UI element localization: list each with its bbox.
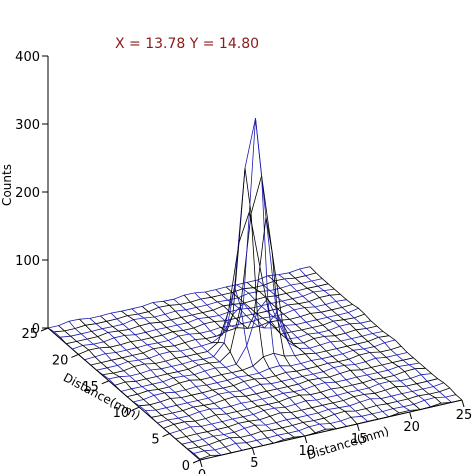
mesh-line-x xyxy=(246,282,400,414)
mesh-line-y xyxy=(157,362,420,424)
mesh-line-x xyxy=(257,279,410,411)
mesh-line-x xyxy=(89,318,243,451)
y-tick-label: 5 xyxy=(151,433,159,448)
mesh-line-y xyxy=(133,339,396,403)
y-tick-label: 25 xyxy=(21,327,38,342)
mesh-line-y xyxy=(84,299,347,361)
mesh-line-x xyxy=(152,302,306,437)
mesh-line-y xyxy=(175,378,438,440)
mesh-line-y xyxy=(139,345,402,407)
y-axis-tick xyxy=(162,433,170,438)
mesh-line-x xyxy=(278,274,431,408)
mesh-line-y xyxy=(114,175,377,386)
z-tick-label: 300 xyxy=(15,118,40,133)
z-tick-label: 0 xyxy=(32,322,40,337)
x-axis-tick xyxy=(199,459,203,468)
x-axis-tick xyxy=(251,447,255,456)
x-axis-tick xyxy=(461,399,465,408)
mesh-line-y xyxy=(193,394,456,454)
mesh-line-x xyxy=(121,310,274,444)
y-axis-tick xyxy=(132,406,140,411)
mesh-line-y xyxy=(163,367,426,429)
mesh-line-x xyxy=(110,312,264,446)
mesh-line-y xyxy=(108,118,371,380)
z-tick-label: 100 xyxy=(15,254,40,269)
mesh-line-y xyxy=(72,288,335,350)
mesh-line-x xyxy=(163,300,316,434)
mesh-line-x xyxy=(215,289,368,422)
y-tick-label: 20 xyxy=(52,353,69,368)
mesh-line-x xyxy=(225,286,379,420)
mesh-line-x xyxy=(58,325,211,456)
mesh-line-y xyxy=(145,352,408,411)
y-axis-line xyxy=(47,327,201,461)
plot-axes: 010020030040005101520250510152025 xyxy=(15,50,472,474)
mesh-line-x xyxy=(183,168,337,430)
x-tick-label: 15 xyxy=(351,432,368,447)
mesh-line-y xyxy=(66,283,329,345)
mesh-line-x xyxy=(194,118,347,427)
mesh-line-y xyxy=(181,382,444,445)
x-axis-line xyxy=(199,399,463,461)
mesh-line-y xyxy=(169,373,432,434)
y-tick-label: 15 xyxy=(82,380,99,395)
mesh-line-y xyxy=(78,294,341,355)
y-tick-label: 10 xyxy=(113,406,130,421)
mesh-line-x xyxy=(204,217,358,425)
x-axis-tick xyxy=(304,435,308,444)
peak-annotation: X = 13.78 Y = 14.80 xyxy=(115,36,259,52)
x-tick-label: 10 xyxy=(299,444,316,459)
z-tick-label: 400 xyxy=(15,50,40,65)
mesh-line-x xyxy=(131,308,285,440)
y-axis-tick xyxy=(101,380,109,385)
mesh-line-x xyxy=(236,284,389,418)
mesh-line-y xyxy=(47,266,311,329)
mesh-line-y xyxy=(90,304,353,366)
y-axis-tick xyxy=(71,353,79,358)
mesh-line-y xyxy=(151,357,414,418)
mesh-line-x xyxy=(173,285,327,430)
mesh-line-y xyxy=(126,335,390,397)
x-tick-label: 5 xyxy=(250,456,258,471)
x-tick-label: 0 xyxy=(198,468,206,474)
y-tick-label: 0 xyxy=(182,459,190,474)
mesh-line-y xyxy=(60,278,323,338)
mesh-line-x xyxy=(68,320,222,456)
x-axis-label: Distance(mm) xyxy=(305,424,391,462)
x-tick-label: 25 xyxy=(456,408,473,423)
z-axis-label: Counts xyxy=(0,164,14,206)
mesh-line-x xyxy=(299,268,452,403)
mesh-line-x xyxy=(100,315,253,449)
x-axis-tick xyxy=(409,411,413,420)
y-axis-tick xyxy=(40,327,49,332)
mesh-line-x xyxy=(288,272,442,404)
y-axis-tick xyxy=(192,459,201,464)
y-axis-label: Distance(mm) xyxy=(61,370,143,422)
surface-mesh xyxy=(47,118,463,460)
mesh-line-y xyxy=(54,272,317,333)
mesh-line-x xyxy=(309,266,463,401)
z-tick-label: 200 xyxy=(15,186,40,201)
x-tick-label: 20 xyxy=(403,420,420,435)
mesh-line-y xyxy=(187,387,450,450)
mesh-line-x xyxy=(267,275,421,410)
mesh-line-y xyxy=(120,297,384,392)
mesh-line-y xyxy=(102,210,365,375)
mesh-line-x xyxy=(79,318,232,454)
x-axis-tick xyxy=(356,423,360,432)
mesh-line-x xyxy=(142,306,295,438)
